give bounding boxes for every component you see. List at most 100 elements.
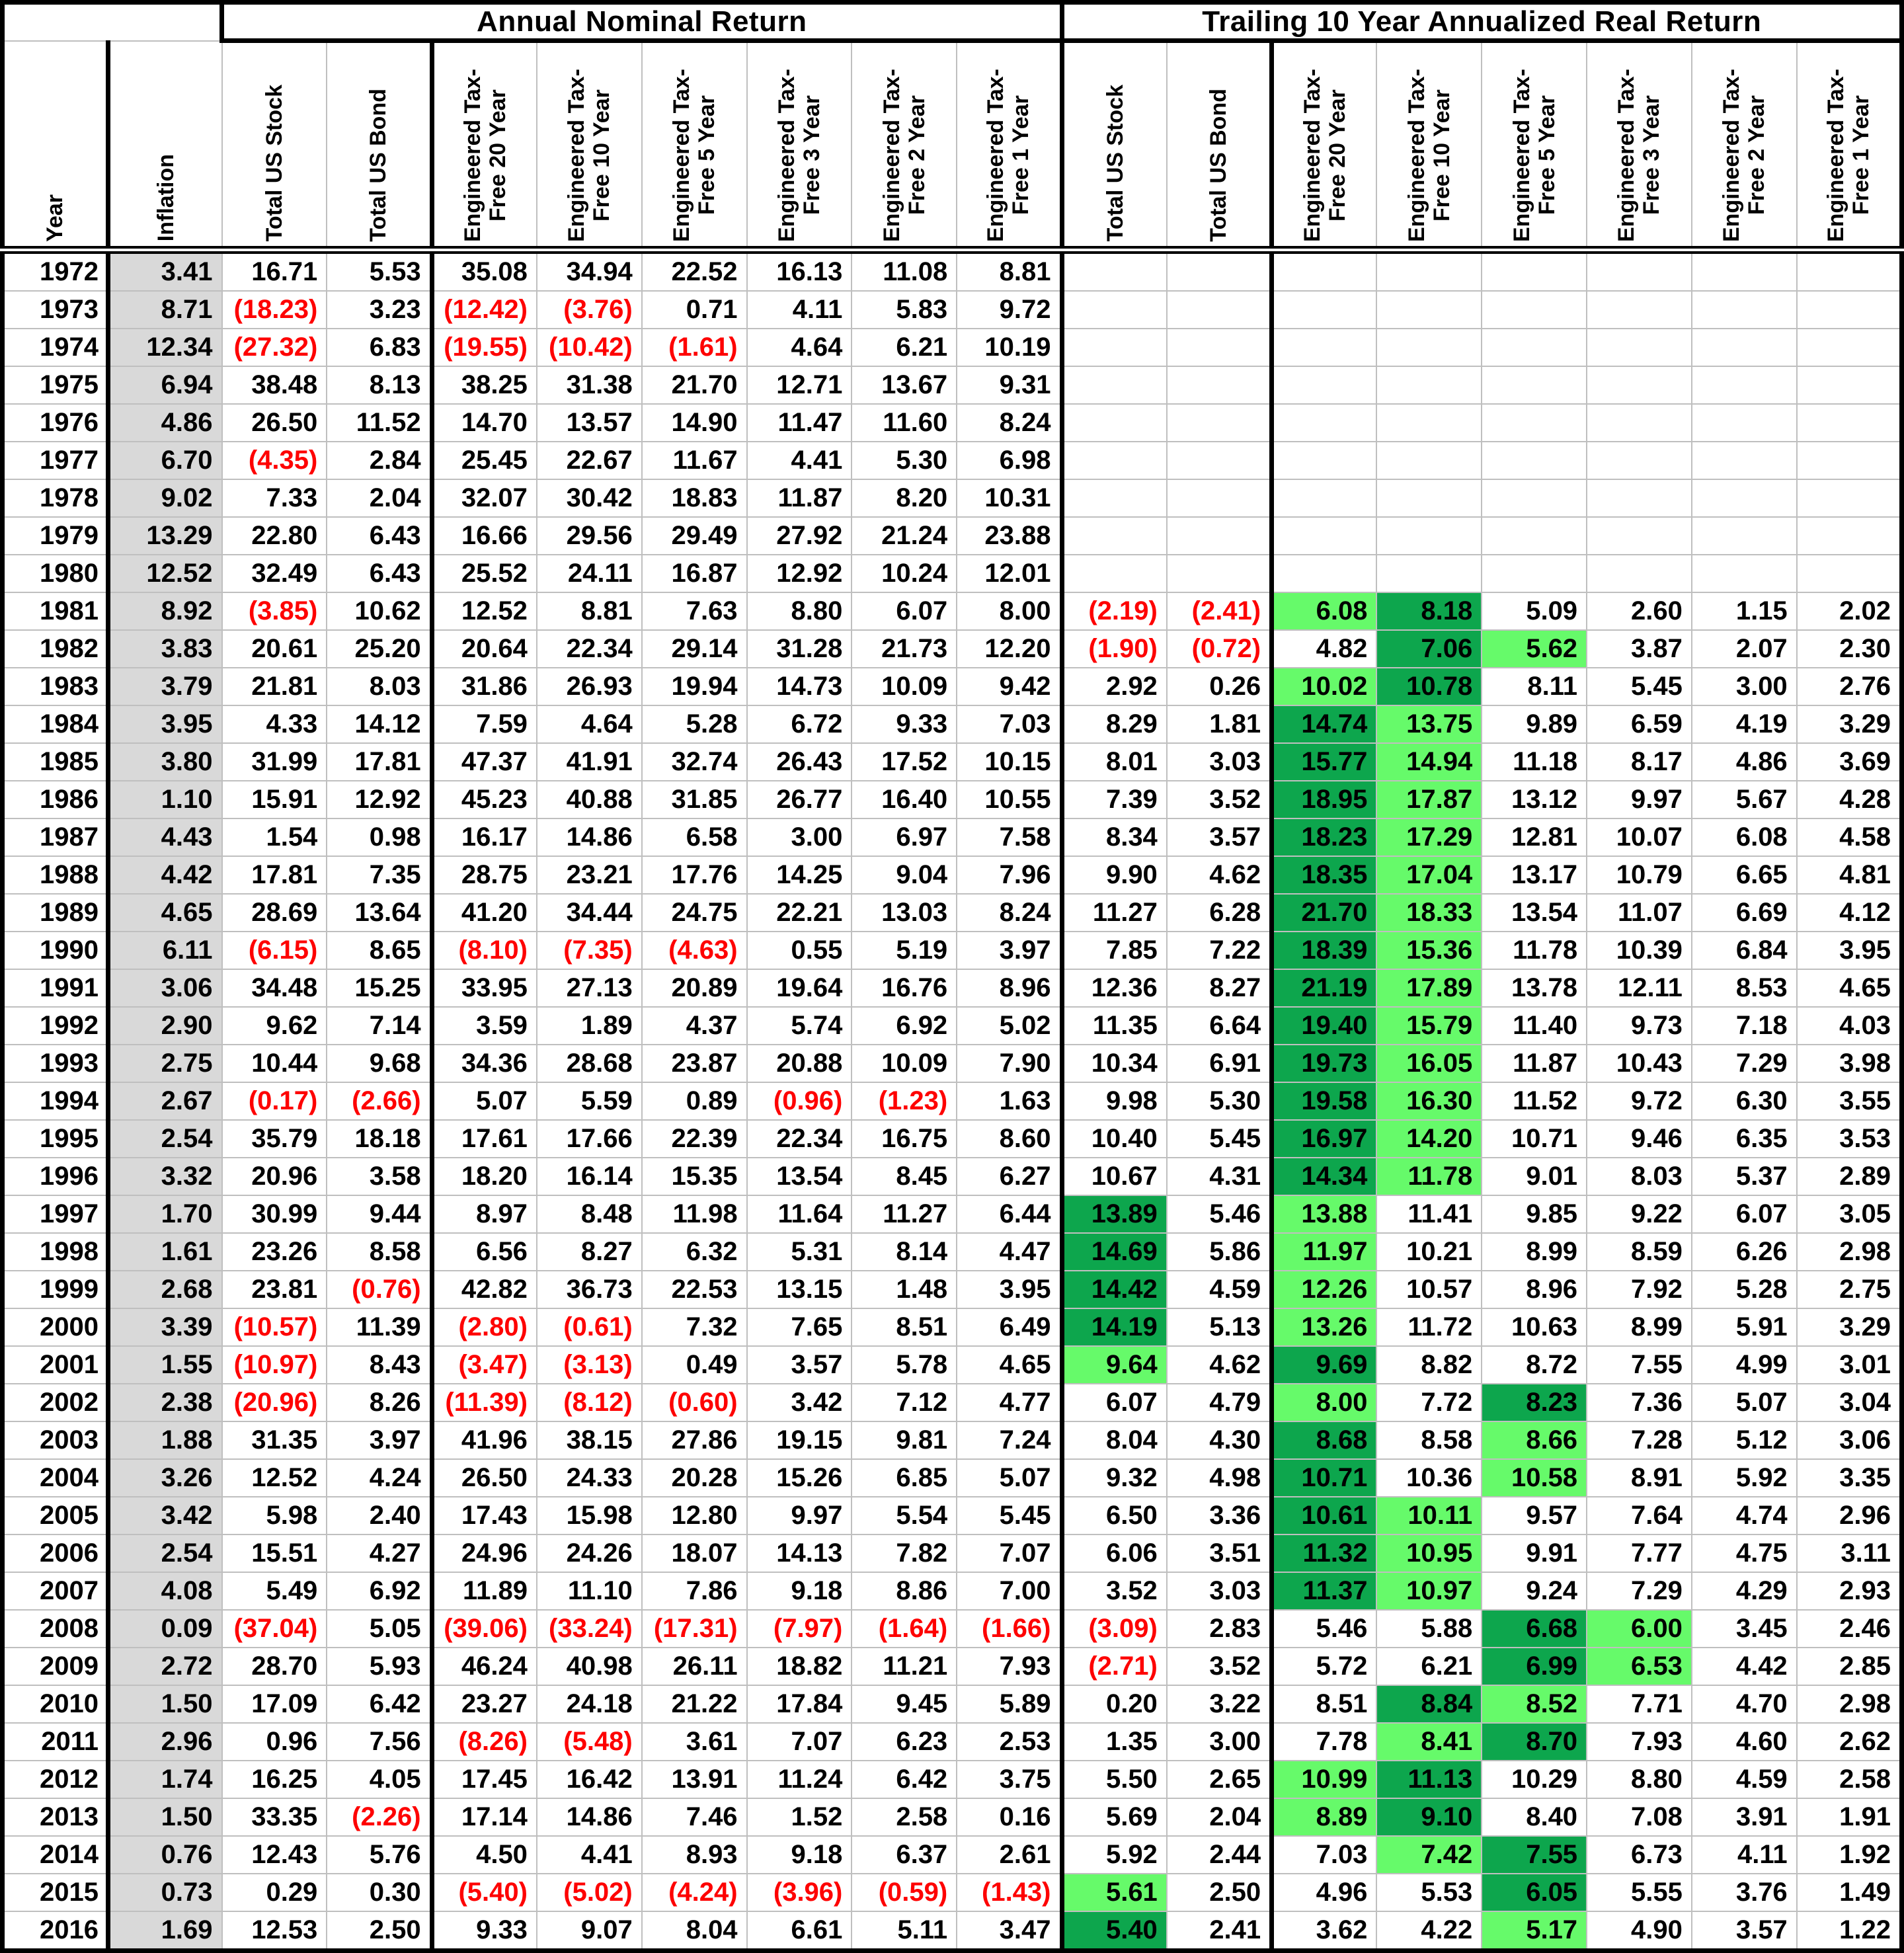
column-header-trailing-10yr: Engineered Tax- Free 10 Year — [1376, 40, 1483, 254]
trailing-value-cell: 7.03 — [1271, 1835, 1378, 1874]
nominal-value-cell: 4.37 — [641, 1006, 748, 1045]
trailing-value-cell — [1376, 553, 1483, 593]
trailing-value-cell: 4.70 — [1690, 1684, 1798, 1724]
nominal-value-cell: 38.15 — [536, 1420, 643, 1460]
trailing-value-cell: 2.98 — [1796, 1232, 1903, 1271]
nominal-value-cell: 14.12 — [326, 704, 434, 744]
trailing-value-cell: 8.99 — [1481, 1232, 1588, 1271]
year-cell: 1973 — [1, 290, 110, 329]
trailing-value-cell: 4.59 — [1166, 1269, 1275, 1309]
trailing-value-cell: 14.34 — [1271, 1156, 1378, 1196]
column-header-nominal-1yr: Engineered Tax- Free 1 Year — [956, 40, 1064, 254]
trailing-value-cell: 2.76 — [1796, 666, 1903, 706]
nominal-value-cell: 16.76 — [851, 968, 958, 1008]
column-header-inflation: Inflation — [107, 40, 223, 254]
nominal-value-cell: 16.25 — [221, 1759, 328, 1799]
trailing-value-cell — [1271, 516, 1378, 555]
nominal-value-cell: 8.60 — [956, 1119, 1064, 1158]
nominal-value-cell: (33.24) — [536, 1609, 643, 1648]
trailing-value-cell: 4.22 — [1376, 1910, 1483, 1951]
table-row: 1987 4.43 1.54 0.98 16.17 14.86 6.58 3.00 6.97 7.… — [1, 817, 1903, 857]
nominal-value-cell: 4.41 — [536, 1835, 643, 1874]
year-cell: 1992 — [1, 1006, 110, 1045]
nominal-value-cell: 40.88 — [536, 779, 643, 819]
trailing-value-cell: 10.63 — [1481, 1307, 1588, 1347]
nominal-value-cell: 32.49 — [221, 553, 328, 593]
trailing-value-cell — [1690, 553, 1798, 593]
nominal-value-cell: 23.26 — [221, 1232, 328, 1271]
trailing-value-cell: 9.89 — [1481, 704, 1588, 744]
nominal-value-cell: 10.15 — [956, 742, 1064, 781]
trailing-value-cell: 3.00 — [1166, 1722, 1275, 1761]
nominal-value-cell: 11.89 — [431, 1571, 537, 1611]
year-cell: 1996 — [1, 1156, 110, 1196]
trailing-value-cell — [1061, 249, 1168, 292]
group-header-row: Annual Nominal Return Trailing 10 Year A… — [1, 0, 1904, 43]
nominal-value-cell: 3.75 — [956, 1759, 1064, 1799]
table-row: 2011 2.96 0.96 7.56 (8.26) (5.48) 3.61 7.07 6.23… — [1, 1722, 1903, 1761]
inflation-cell: 0.09 — [107, 1609, 223, 1648]
trailing-value-cell: 11.52 — [1481, 1081, 1588, 1121]
nominal-value-cell: 20.96 — [221, 1156, 328, 1196]
inflation-cell: 2.72 — [107, 1646, 223, 1686]
trailing-value-cell: 8.68 — [1271, 1420, 1378, 1460]
nominal-value-cell: 6.44 — [956, 1194, 1064, 1234]
nominal-value-cell: 22.21 — [746, 893, 853, 932]
trailing-value-cell: 3.76 — [1690, 1872, 1798, 1912]
trailing-value-cell: 4.28 — [1796, 779, 1903, 819]
trailing-value-cell: 2.02 — [1796, 591, 1903, 631]
nominal-value-cell: 9.45 — [851, 1684, 958, 1724]
trailing-value-cell: 18.33 — [1376, 893, 1483, 932]
nominal-value-cell: 5.83 — [851, 290, 958, 329]
trailing-value-cell — [1586, 249, 1692, 292]
nominal-value-cell: 10.24 — [851, 553, 958, 593]
nominal-value-cell: 8.58 — [326, 1232, 434, 1271]
nominal-value-cell: (17.31) — [641, 1609, 748, 1648]
trailing-value-cell: 9.85 — [1481, 1194, 1588, 1234]
trailing-value-cell — [1061, 290, 1168, 329]
trailing-value-cell: 9.64 — [1061, 1345, 1168, 1384]
trailing-value-cell: 3.98 — [1796, 1043, 1903, 1083]
inflation-cell: 1.10 — [107, 779, 223, 819]
trailing-value-cell: (2.41) — [1166, 591, 1275, 631]
trailing-value-cell: 12.26 — [1271, 1269, 1378, 1309]
trailing-value-cell: 4.96 — [1271, 1872, 1378, 1912]
trailing-value-cell: 1.81 — [1166, 704, 1275, 744]
nominal-value-cell: 6.27 — [956, 1156, 1064, 1196]
nominal-value-cell: 24.96 — [431, 1533, 537, 1573]
nominal-value-cell: (3.85) — [221, 591, 328, 631]
nominal-value-cell: (7.35) — [536, 930, 643, 970]
nominal-value-cell: 12.52 — [221, 1458, 328, 1497]
trailing-value-cell: 10.43 — [1586, 1043, 1692, 1083]
trailing-value-cell — [1061, 516, 1168, 555]
trailing-value-cell: 2.41 — [1166, 1910, 1275, 1951]
trailing-value-cell: 9.72 — [1586, 1081, 1692, 1121]
trailing-value-cell — [1166, 327, 1275, 367]
nominal-value-cell: 9.72 — [956, 290, 1064, 329]
trailing-value-cell: 11.41 — [1376, 1194, 1483, 1234]
nominal-value-cell: 11.08 — [851, 249, 958, 292]
nominal-value-cell: 20.89 — [641, 968, 748, 1008]
trailing-value-cell: 8.34 — [1061, 817, 1168, 857]
trailing-value-cell: 16.30 — [1376, 1081, 1483, 1121]
nominal-value-cell: 5.93 — [326, 1646, 434, 1686]
column-header-trailing-2yr: Engineered Tax- Free 2 Year — [1690, 40, 1798, 254]
trailing-value-cell: 5.07 — [1690, 1382, 1798, 1422]
trailing-value-cell — [1586, 440, 1692, 480]
nominal-value-cell: 8.20 — [851, 478, 958, 518]
trailing-value-cell — [1586, 478, 1692, 518]
trailing-value-cell: 5.69 — [1061, 1797, 1168, 1837]
trailing-value-cell — [1376, 327, 1483, 367]
nominal-value-cell: (4.24) — [641, 1872, 748, 1912]
nominal-value-cell: 11.98 — [641, 1194, 748, 1234]
nominal-value-cell: 2.84 — [326, 440, 434, 480]
trailing-value-cell: 0.26 — [1166, 666, 1275, 706]
column-header-trailing-20yr: Engineered Tax- Free 20 Year — [1271, 40, 1378, 254]
nominal-value-cell: 4.47 — [956, 1232, 1064, 1271]
year-cell: 2004 — [1, 1458, 110, 1497]
nominal-value-cell: 10.09 — [851, 1043, 958, 1083]
trailing-value-cell: 2.30 — [1796, 629, 1903, 668]
nominal-value-cell: 2.61 — [956, 1835, 1064, 1874]
trailing-value-cell: 18.39 — [1271, 930, 1378, 970]
nominal-value-cell: 27.92 — [746, 516, 853, 555]
